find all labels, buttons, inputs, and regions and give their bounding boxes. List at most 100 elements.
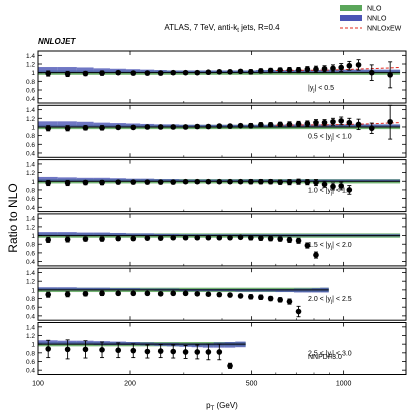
data-point [277, 179, 283, 185]
data-point [216, 234, 223, 241]
data-point [368, 125, 375, 132]
y-tick-label: 0.4 [26, 96, 35, 103]
data-point [227, 234, 233, 241]
data-point [286, 298, 293, 305]
data-point [45, 70, 52, 77]
legend-label: NLO [367, 6, 382, 13]
data-point [144, 348, 151, 355]
y-tick-label: 1.2 [26, 333, 35, 340]
data-point [99, 347, 105, 353]
y-tick-label: 0.6 [26, 196, 35, 203]
rapidity-label: 1.5 < |yj| < 2.0 [308, 242, 352, 251]
data-point [355, 62, 362, 68]
pdf-label: NNPDF3.0 [308, 354, 342, 361]
legend-swatch-nlo [340, 5, 362, 11]
data-point [170, 124, 177, 130]
data-point [82, 70, 89, 77]
nnlo-band-bin [224, 342, 236, 348]
data-point [237, 234, 244, 241]
data-point [216, 178, 223, 185]
data-point [387, 72, 393, 78]
nnlo-band-bin [57, 67, 77, 73]
data-point [64, 236, 71, 243]
data-point [313, 119, 319, 126]
data-point [194, 234, 201, 241]
panel-background [38, 159, 406, 212]
nnlo-band-bin [76, 287, 94, 291]
data-point [182, 290, 189, 297]
y-tick-label: 1.4 [26, 270, 35, 277]
nnlo-band-bin [337, 124, 346, 127]
data-point [248, 178, 254, 185]
y-tick-label: 0.4 [26, 259, 35, 266]
nnlo-band-bin [57, 177, 77, 182]
nnlo-band-bin [76, 177, 94, 182]
data-point [144, 70, 151, 76]
rapidity-label: 1.0 < |yj| < 1.5 [308, 188, 352, 197]
data-point [194, 178, 201, 185]
data-point [144, 290, 151, 297]
nnlo-band-bin [93, 122, 110, 127]
y-tick-label: 0.6 [26, 305, 35, 312]
data-point [330, 65, 336, 72]
data-point [346, 187, 353, 193]
nnlo-band-bin [38, 287, 58, 291]
data-point [368, 69, 375, 76]
data-point [157, 70, 164, 76]
data-point [267, 67, 274, 74]
data-point [277, 236, 283, 242]
legend-label: NNLO [367, 16, 387, 23]
data-point [130, 70, 137, 76]
nnlo-band-bin [57, 121, 77, 127]
x-axis-label: pT (GeV) [206, 401, 238, 412]
data-point [295, 178, 302, 185]
data-point [64, 71, 71, 77]
data-point [304, 66, 311, 72]
data-point [216, 69, 223, 75]
nnlo-band-bin [38, 176, 58, 182]
data-point [99, 179, 105, 186]
y-tick-label: 0.8 [26, 350, 35, 357]
data-point [330, 118, 336, 125]
nnlo-band-bin [140, 233, 155, 236]
nnlo-band-bin [93, 287, 110, 291]
data-point [157, 179, 164, 185]
data-point [313, 66, 319, 72]
data-point [216, 123, 223, 129]
data-point [355, 121, 362, 128]
data-point [182, 349, 189, 355]
data-point [115, 69, 122, 76]
data-point [205, 178, 212, 185]
data-point [227, 123, 233, 129]
y-tick-label: 0.6 [26, 142, 35, 149]
data-point [321, 65, 328, 72]
data-point [258, 294, 264, 301]
corner-label: NNLOJET [38, 37, 76, 46]
data-point [170, 348, 177, 355]
nnlo-band-bin [353, 179, 364, 182]
data-point [170, 290, 177, 297]
data-point [248, 294, 254, 300]
data-point [237, 293, 244, 299]
data-point [99, 290, 105, 297]
nnlo-band-bin [320, 179, 329, 182]
rapidity-label: 0.5 < |yj| < 1.0 [308, 133, 352, 142]
data-point [182, 124, 189, 130]
panel-1: 0.40.6 0.8 11.2 1.4 |yj| < 0.5 [26, 50, 407, 104]
data-point [258, 68, 264, 74]
data-point [182, 234, 189, 241]
y-tick-label: 1.4 [26, 161, 35, 168]
y-tick-label: 1 [31, 179, 35, 186]
data-point [237, 122, 244, 129]
data-point [194, 290, 201, 297]
data-point [170, 179, 177, 185]
data-point [182, 69, 189, 76]
data-point [387, 118, 393, 125]
data-point [205, 291, 212, 298]
data-point [338, 183, 345, 189]
data-point [286, 67, 293, 73]
rapidity-label: 2.5 < |yj| < 3.0 [308, 351, 352, 360]
x-tick-label: 1000 [336, 381, 352, 388]
rapidity-label: 2.0 < |yj| < 2.5 [308, 296, 352, 305]
y-tick-label: 1.4 [26, 53, 35, 60]
